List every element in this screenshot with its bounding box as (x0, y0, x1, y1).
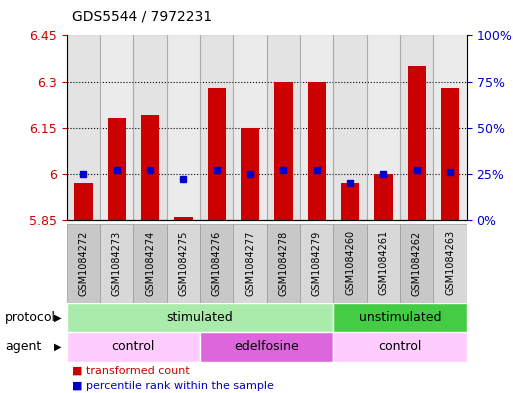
Bar (333, 332, 467, 362)
Bar (267, 35, 300, 220)
Bar (200, 35, 233, 220)
Bar (367, 224, 400, 303)
Text: ▶: ▶ (54, 312, 62, 322)
Bar (400, 224, 433, 303)
Bar (333, 303, 467, 332)
Bar (233, 224, 267, 303)
Text: stimulated: stimulated (167, 311, 233, 324)
Text: GSM1084273: GSM1084273 (112, 230, 122, 296)
Text: GDS5544 / 7972231: GDS5544 / 7972231 (72, 9, 212, 24)
Bar (100, 35, 133, 220)
Bar (67, 35, 100, 220)
Text: protocol: protocol (5, 311, 56, 324)
Bar (267, 224, 300, 303)
Bar (408, 66, 426, 220)
Text: control: control (112, 340, 155, 353)
Bar (167, 35, 200, 220)
Bar (67, 332, 200, 362)
Text: control: control (379, 340, 422, 353)
Text: GSM1084263: GSM1084263 (445, 230, 455, 296)
Text: GSM1084274: GSM1084274 (145, 230, 155, 296)
Bar (308, 82, 326, 220)
Bar (208, 88, 226, 220)
Bar (200, 224, 233, 303)
Bar (133, 224, 167, 303)
Text: edelfosine: edelfosine (234, 340, 299, 353)
Bar (441, 88, 459, 220)
Bar (274, 82, 292, 220)
Bar (133, 35, 167, 220)
Text: GSM1084276: GSM1084276 (212, 230, 222, 296)
Text: GSM1084279: GSM1084279 (312, 230, 322, 296)
Bar (174, 217, 192, 220)
Bar (67, 224, 100, 303)
Text: GSM1084262: GSM1084262 (412, 230, 422, 296)
Bar (300, 224, 333, 303)
Text: GSM1084275: GSM1084275 (179, 230, 188, 296)
Bar (433, 35, 467, 220)
Bar (333, 35, 367, 220)
Bar (341, 183, 359, 220)
Bar (233, 35, 267, 220)
Bar (108, 119, 126, 220)
Bar (300, 35, 333, 220)
Bar (100, 224, 133, 303)
Text: GSM1084261: GSM1084261 (379, 230, 388, 296)
Text: agent: agent (5, 340, 42, 353)
Bar (367, 35, 400, 220)
Bar (333, 224, 367, 303)
Bar (167, 224, 200, 303)
Text: GSM1084277: GSM1084277 (245, 230, 255, 296)
Text: ■ transformed count: ■ transformed count (72, 365, 190, 375)
Bar (74, 183, 92, 220)
Bar (200, 332, 333, 362)
Bar (374, 174, 392, 220)
Text: ■ percentile rank within the sample: ■ percentile rank within the sample (72, 381, 274, 391)
Bar (400, 35, 433, 220)
Text: ▶: ▶ (54, 342, 62, 352)
Text: unstimulated: unstimulated (359, 311, 441, 324)
Text: GSM1084272: GSM1084272 (78, 230, 88, 296)
Bar (241, 128, 259, 220)
Bar (141, 116, 159, 220)
Text: GSM1084278: GSM1084278 (279, 230, 288, 296)
Bar (67, 303, 333, 332)
Bar (433, 224, 467, 303)
Text: GSM1084260: GSM1084260 (345, 230, 355, 296)
